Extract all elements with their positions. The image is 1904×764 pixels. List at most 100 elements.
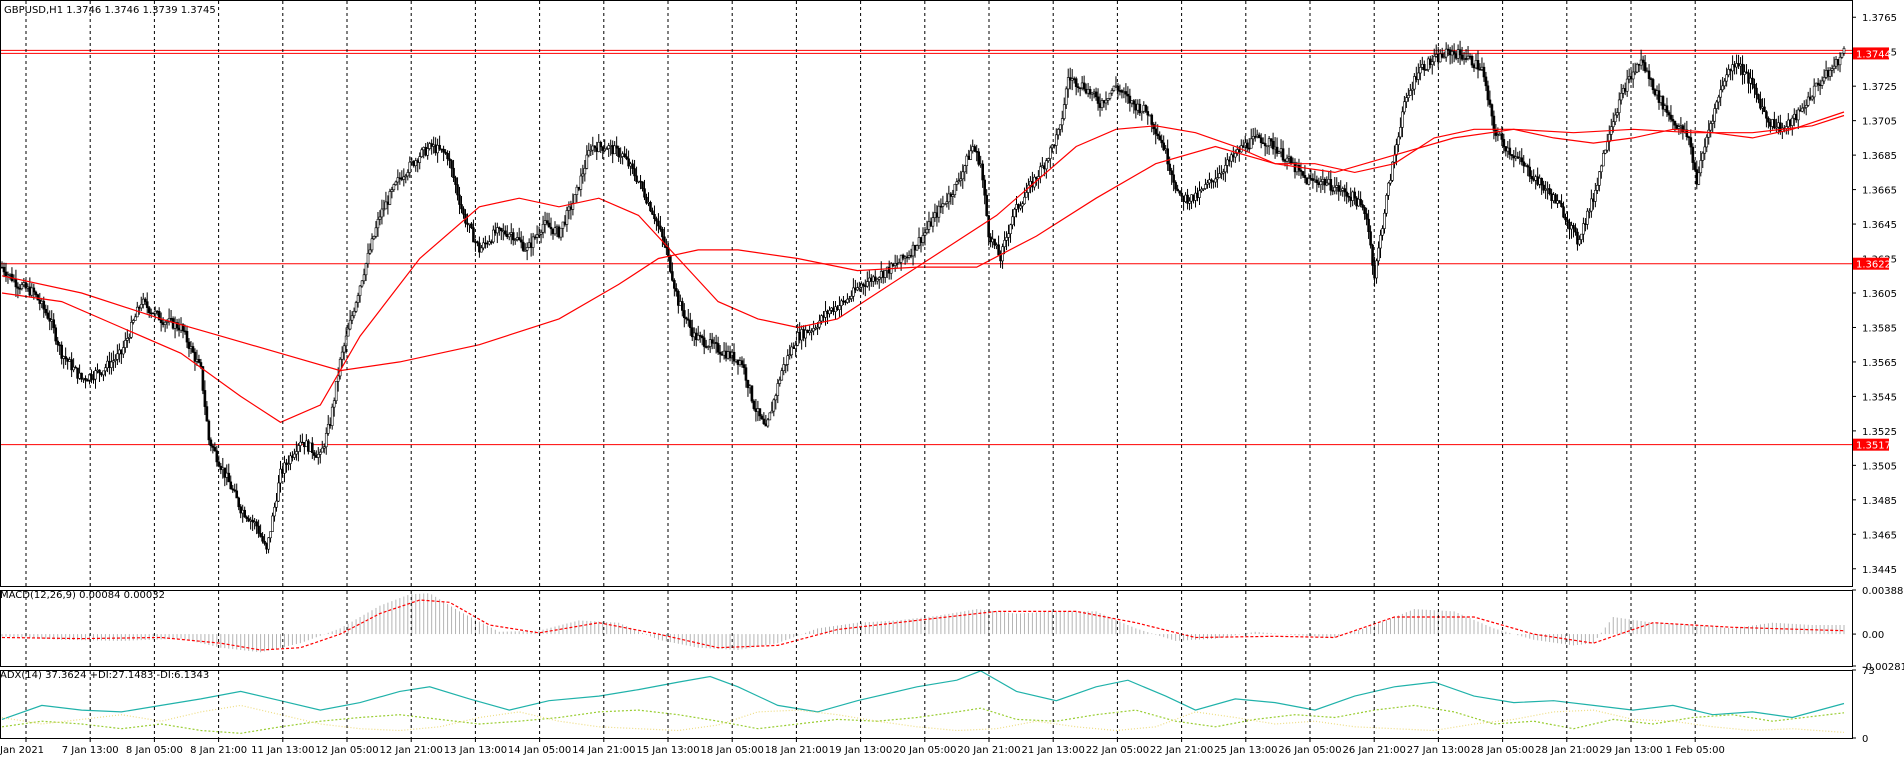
candle-body xyxy=(1170,170,1173,176)
candle-body xyxy=(1333,187,1337,192)
moving-average-fast xyxy=(1,111,1845,423)
candle-body xyxy=(1800,107,1804,112)
candle-body xyxy=(1100,100,1104,108)
candle-body xyxy=(993,238,996,246)
candle-body xyxy=(535,234,539,238)
candle-body xyxy=(376,219,380,229)
candle-body xyxy=(364,263,368,276)
candle-body xyxy=(362,274,366,282)
x-tick-label: 27 Jan 13:00 xyxy=(1407,745,1470,756)
candle-body xyxy=(133,316,137,321)
candle-body xyxy=(746,380,750,389)
candle-body xyxy=(124,340,127,348)
candle-body xyxy=(969,150,973,160)
candle-body xyxy=(599,141,603,148)
candle-body xyxy=(1635,63,1639,73)
y-tick-label: 1.3565 xyxy=(1862,358,1897,369)
candle-body xyxy=(237,497,241,508)
candle-body xyxy=(716,343,720,353)
candle-body xyxy=(911,244,915,257)
candle-body xyxy=(1150,114,1154,125)
candle-body xyxy=(54,327,58,342)
candle-body xyxy=(462,208,465,215)
candle-body xyxy=(1401,111,1404,128)
candle-body xyxy=(1745,71,1748,74)
candle-body xyxy=(1705,136,1709,148)
candle-body xyxy=(1218,173,1221,178)
candle-body xyxy=(1064,88,1068,105)
candle-body xyxy=(688,320,692,328)
candle-body xyxy=(1605,141,1609,151)
candle-body xyxy=(235,490,239,499)
candle-body xyxy=(1470,55,1474,66)
candle-body xyxy=(185,331,189,343)
candle-body xyxy=(997,244,1000,256)
candle-body xyxy=(1275,146,1279,154)
candle-body xyxy=(1319,181,1323,186)
candle-body xyxy=(945,201,949,204)
candle-body xyxy=(613,145,616,155)
candle-body xyxy=(275,500,278,508)
candle-body xyxy=(1741,63,1744,75)
candle-body xyxy=(1828,70,1832,77)
candle-body xyxy=(523,249,527,252)
candle-body xyxy=(750,385,754,402)
candle-body xyxy=(1757,94,1760,100)
candle-body xyxy=(1126,93,1130,97)
candle-body xyxy=(316,454,320,458)
candle-body xyxy=(1220,172,1223,175)
candle-body xyxy=(199,362,203,367)
candle-body xyxy=(1719,89,1722,98)
candle-body xyxy=(840,300,843,306)
candle-body xyxy=(770,410,774,414)
x-tick-label: 25 Jan 13:00 xyxy=(1214,745,1277,756)
candle-body xyxy=(336,375,340,382)
candle-body xyxy=(84,378,87,381)
candle-body xyxy=(499,228,503,232)
candle-body xyxy=(957,180,961,183)
macd-label: MACD(12,26,9) 0.00084 0.00032 xyxy=(0,590,165,601)
candle-body xyxy=(126,338,129,341)
candle-body xyxy=(1417,72,1420,80)
candle-body xyxy=(1709,123,1713,131)
candle-body xyxy=(1816,82,1820,85)
candle-body xyxy=(42,300,46,310)
candle-body xyxy=(1510,154,1514,157)
candle-body xyxy=(1613,114,1617,123)
candle-body xyxy=(1013,209,1016,218)
x-tick-label: 11 Jan 13:00 xyxy=(251,745,314,756)
x-tick-label: 28 Jan 05:00 xyxy=(1471,745,1534,756)
candle-body xyxy=(1687,136,1691,139)
candle-body xyxy=(669,255,672,272)
candle-body xyxy=(583,168,587,175)
candle-body xyxy=(1110,90,1114,94)
y-tick-label: 1.3445 xyxy=(1862,565,1897,576)
candle-body xyxy=(1116,85,1120,91)
candle-body xyxy=(366,252,370,264)
candle-body xyxy=(1806,96,1810,106)
candle-body xyxy=(1058,124,1062,130)
candle-body xyxy=(625,156,628,160)
candle-body xyxy=(1265,145,1269,148)
candle-body xyxy=(1619,92,1623,101)
candle-body xyxy=(1096,96,1100,104)
plus-di-line xyxy=(1,704,1845,734)
candle-body xyxy=(1775,126,1778,129)
candle-body xyxy=(1176,188,1179,191)
candle-body xyxy=(129,322,133,338)
candle-body xyxy=(223,467,227,478)
candle-body xyxy=(340,351,344,360)
candle-body xyxy=(710,339,714,344)
candle-body xyxy=(925,229,929,234)
candle-body xyxy=(897,262,901,265)
candle-body xyxy=(1586,210,1589,225)
candle-body xyxy=(334,381,338,402)
candle-body xyxy=(1602,152,1605,167)
macd-pane: 0.00388 0.00 -0.00281 xyxy=(1,586,1904,673)
candle-body xyxy=(1502,139,1506,147)
x-tick-label: 15 Jan 13:00 xyxy=(636,745,699,756)
candle-body xyxy=(1753,84,1756,89)
minus-di-line xyxy=(1,704,1845,733)
candle-body xyxy=(947,193,951,203)
candle-body xyxy=(1172,174,1175,183)
